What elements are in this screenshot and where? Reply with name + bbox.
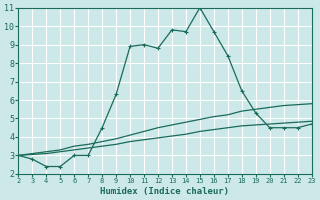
X-axis label: Humidex (Indice chaleur): Humidex (Indice chaleur) xyxy=(100,187,229,196)
